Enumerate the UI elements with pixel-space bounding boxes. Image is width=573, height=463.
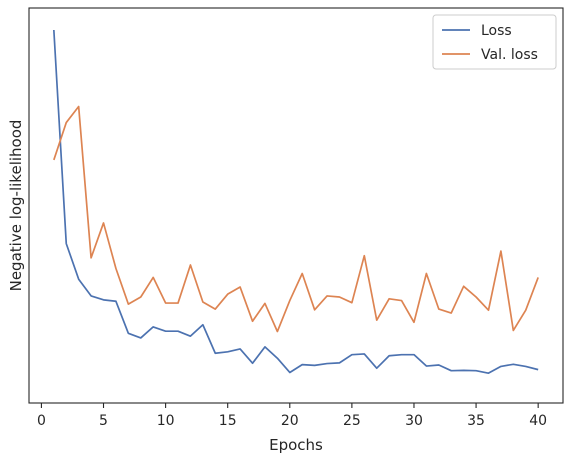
y-axis-label: Negative log-likelihood	[7, 120, 25, 292]
legend: Loss Val. loss	[432, 14, 557, 70]
legend-label-val-loss: Val. loss	[481, 47, 538, 63]
x-tick-label: 20	[281, 413, 299, 429]
x-tick-label: 35	[467, 413, 485, 429]
x-tick-label: 25	[343, 413, 361, 429]
series-line-loss	[52, 29, 539, 375]
x-tick-label: 40	[529, 413, 547, 429]
legend-label-loss: Loss	[481, 23, 512, 39]
x-tick-label: 0	[37, 413, 46, 429]
x-axis-label: Epochs	[269, 436, 323, 454]
x-tick-label: 30	[405, 413, 423, 429]
axes-frame	[28, 7, 564, 404]
x-tick-label: 5	[99, 413, 108, 429]
x-tick-label: 15	[219, 413, 237, 429]
x-axis-ticks: 0 5 10 15 20 25 30 35 40	[37, 403, 547, 429]
series-line-val-loss	[53, 105, 539, 333]
legend-box	[432, 14, 557, 70]
x-tick-label: 10	[157, 413, 175, 429]
plot-layer	[52, 29, 539, 375]
